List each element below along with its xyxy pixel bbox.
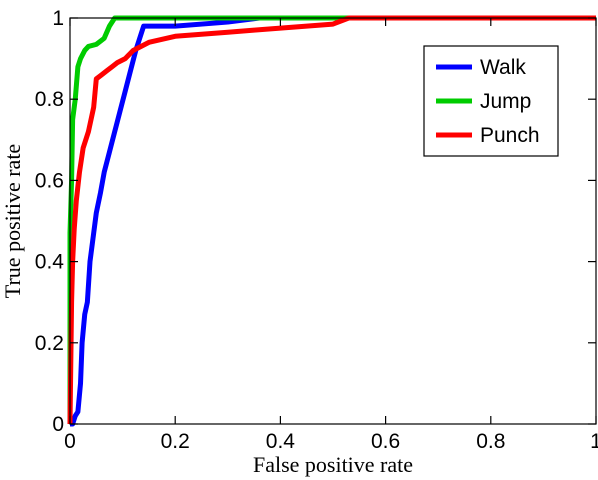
legend-label-jump: Jump (480, 90, 531, 113)
y-tick-label: 0 (52, 413, 64, 436)
y-tick-label: 0.4 (35, 251, 65, 274)
plot-frame (69, 17, 597, 425)
axes-layer: 0 0.2 0.4 0.6 0.8 1 0 0.2 0.4 0.6 0.8 1 (35, 7, 598, 453)
y-tick-label: 0.6 (35, 169, 64, 192)
y-tick-label: 0.2 (35, 332, 64, 355)
series-line-punch (67, 15, 596, 425)
x-axis-title: False positive rate (253, 452, 413, 477)
series-line-jump (67, 15, 596, 424)
x-tick-label: 0 (64, 430, 76, 453)
y-tick-label: 0.8 (35, 88, 64, 111)
y-tick-label: 1 (52, 7, 64, 30)
x-tick-label: 0.8 (476, 430, 505, 453)
series-line-walk (70, 15, 596, 427)
series-layer (67, 15, 596, 427)
legend-label-walk: Walk (480, 56, 526, 79)
legend: Walk Jump Punch (423, 45, 559, 157)
x-tick-label: 0.6 (371, 430, 400, 453)
x-tick-label: 0.4 (266, 430, 296, 453)
x-tick-label: 0.2 (161, 430, 190, 453)
legend-label-punch: Punch (480, 124, 540, 147)
x-tick-label: 1 (590, 430, 598, 453)
y-axis-title: True positive rate (0, 144, 25, 298)
